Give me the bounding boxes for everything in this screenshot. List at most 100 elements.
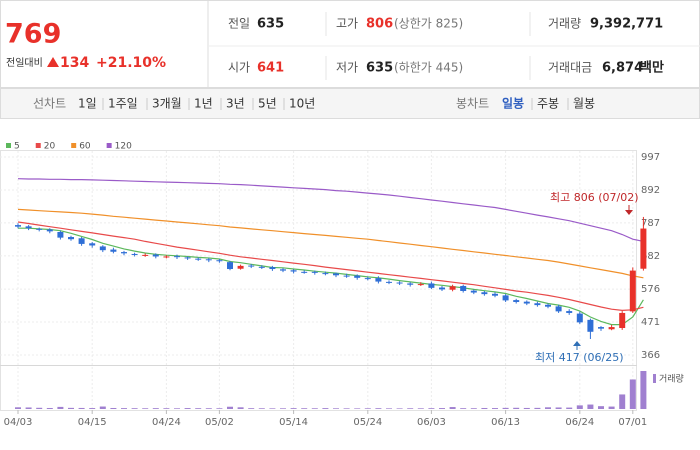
tab[interactable]: 1주일 bbox=[108, 97, 138, 111]
stat-label: 거래량 bbox=[548, 17, 581, 31]
tab[interactable]: 주봉 bbox=[537, 97, 559, 111]
stat-value: 6,874 bbox=[602, 61, 643, 76]
volume-bar bbox=[417, 408, 424, 409]
volume-bar bbox=[343, 408, 350, 409]
tab-group-label: 봉차트 bbox=[456, 97, 489, 111]
candle-body bbox=[545, 304, 551, 307]
candle-body bbox=[640, 228, 647, 269]
volume-bar bbox=[492, 408, 498, 409]
tab[interactable]: 3개월 bbox=[152, 97, 182, 111]
volume-bar bbox=[502, 407, 509, 409]
x-tick-label: 06/24 bbox=[565, 417, 594, 428]
candle-body bbox=[36, 228, 43, 230]
volume-bar bbox=[364, 408, 371, 409]
tab[interactable]: 1일 bbox=[78, 97, 97, 111]
candle-body bbox=[301, 271, 308, 273]
volume-legend-swatch bbox=[653, 374, 656, 383]
candle-body bbox=[364, 278, 371, 280]
volume-bar bbox=[311, 408, 318, 409]
tab[interactable]: 월봉 bbox=[573, 97, 595, 111]
change: 134 bbox=[60, 55, 89, 71]
volume-bar bbox=[36, 407, 43, 409]
candle-body bbox=[523, 301, 530, 304]
volume-bar bbox=[566, 407, 573, 409]
volume-bar bbox=[460, 408, 467, 409]
header-frame bbox=[0, 0, 700, 88]
candle-body bbox=[375, 278, 382, 282]
tab[interactable]: 5년 bbox=[258, 97, 277, 111]
x-tick-label: 05/24 bbox=[353, 417, 382, 428]
candle-body bbox=[428, 283, 435, 288]
candle-body bbox=[152, 254, 159, 257]
candle-body bbox=[322, 273, 329, 275]
stat-label: 거래대금 bbox=[548, 61, 592, 75]
candle-body bbox=[534, 303, 541, 306]
tab[interactable]: 1년 bbox=[194, 97, 213, 111]
candle-body bbox=[513, 300, 520, 302]
volume-bar bbox=[449, 407, 456, 409]
tab-bar bbox=[0, 88, 700, 119]
candle-body bbox=[386, 281, 392, 283]
candle-body bbox=[237, 265, 244, 269]
candle-body bbox=[25, 226, 32, 229]
candle-body bbox=[184, 257, 191, 259]
candle-body bbox=[110, 249, 117, 252]
x-tick-label: 04/15 bbox=[78, 417, 107, 428]
legend-label: 60 bbox=[79, 142, 91, 152]
tab[interactable]: 일봉 bbox=[502, 97, 524, 111]
stat-label: 고가 bbox=[336, 17, 358, 31]
x-tick-label: 04/24 bbox=[152, 417, 181, 428]
tab[interactable]: 10년 bbox=[289, 97, 315, 111]
volume-bar bbox=[15, 407, 21, 409]
volume-bar bbox=[216, 408, 223, 409]
candle-body bbox=[46, 229, 53, 232]
candle-body bbox=[15, 225, 21, 227]
volume-bar bbox=[121, 408, 127, 409]
volume-bar bbox=[608, 406, 615, 409]
volume-bar bbox=[354, 408, 361, 409]
candle-body bbox=[78, 238, 85, 244]
stat-label: 시가 bbox=[228, 61, 250, 75]
volume-legend: 거래량 bbox=[659, 373, 684, 385]
candle-body bbox=[481, 292, 488, 295]
plot-frame bbox=[0, 150, 637, 411]
volume-bar bbox=[396, 408, 403, 409]
volume-bar bbox=[470, 408, 477, 409]
y-tick-label: 787 bbox=[641, 218, 660, 229]
candle-body bbox=[629, 270, 636, 312]
candle-body bbox=[333, 273, 339, 276]
volume-bar bbox=[640, 371, 647, 409]
candle-body bbox=[205, 259, 212, 261]
volume-bar bbox=[333, 408, 339, 409]
candle-body bbox=[555, 306, 562, 312]
volume-bar bbox=[587, 404, 594, 409]
candle-body bbox=[68, 237, 74, 240]
candle-body bbox=[407, 283, 414, 285]
candle-body bbox=[99, 246, 106, 251]
candle-body bbox=[163, 256, 170, 258]
volume-bar bbox=[280, 408, 286, 409]
candle-body bbox=[587, 319, 594, 332]
low-annotation: 최저 417 (06/25) bbox=[535, 351, 624, 364]
volume-bar bbox=[629, 379, 636, 409]
candle-body bbox=[396, 282, 403, 284]
volume-bar bbox=[481, 407, 488, 409]
volume-bar bbox=[131, 408, 138, 409]
volume-bar bbox=[184, 408, 191, 409]
tab-group-label: 선차트 bbox=[33, 97, 66, 111]
candle-body bbox=[195, 258, 202, 260]
volume-bar bbox=[523, 407, 530, 409]
tab[interactable]: 3년 bbox=[226, 97, 245, 111]
legend-swatch bbox=[35, 143, 41, 148]
candle-body bbox=[258, 266, 265, 268]
volume-bar bbox=[386, 408, 392, 409]
candle-body bbox=[598, 327, 604, 329]
stat-note: (하한가 445) bbox=[394, 61, 463, 75]
candle-body bbox=[57, 231, 64, 238]
volume-bar bbox=[290, 408, 297, 409]
legend-label: 120 bbox=[115, 142, 132, 152]
candle-body bbox=[460, 285, 467, 291]
candle-body bbox=[290, 270, 297, 272]
stat-value: 635 bbox=[366, 61, 393, 76]
high-arrow-head bbox=[625, 210, 633, 215]
